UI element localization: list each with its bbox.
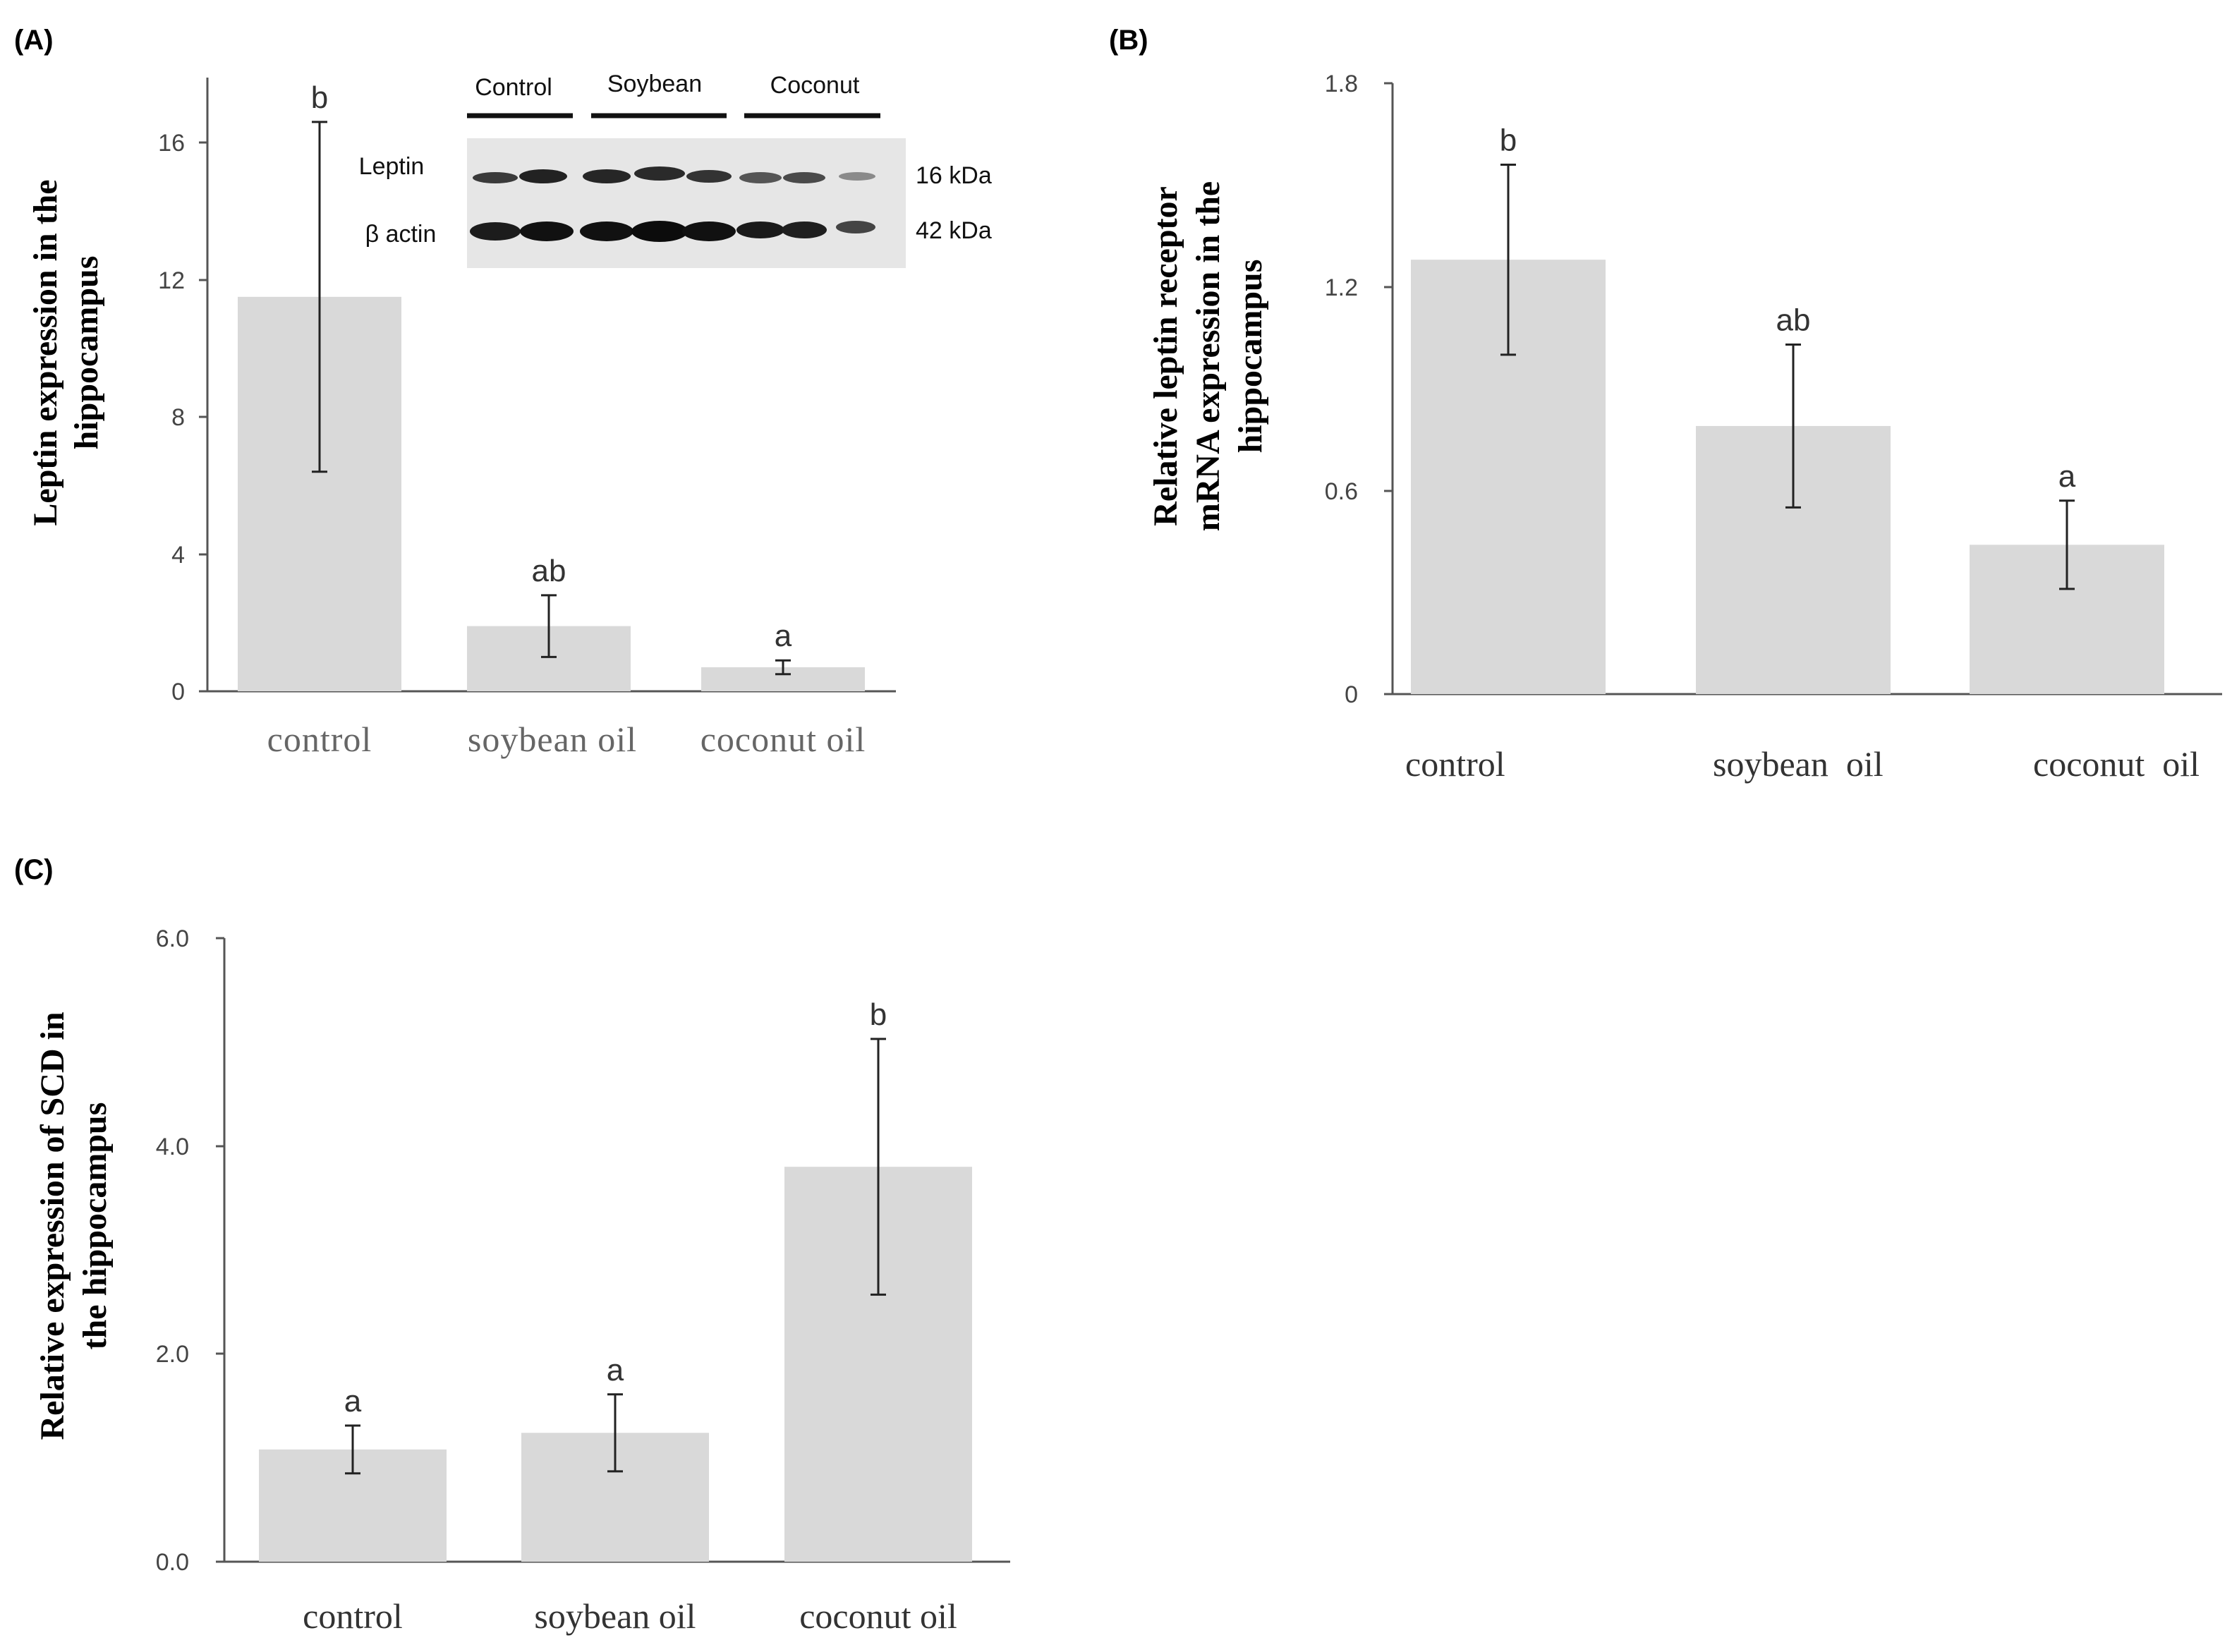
panel-c-ylabel-line-2: the hippocampus (76, 1103, 114, 1350)
blot-band (520, 221, 574, 241)
blot-row-label-beta-actin: β actin (365, 221, 437, 248)
panel-b-error-bar-soybean-oil (1785, 343, 1801, 509)
blot-band (470, 222, 521, 241)
blot-group-control: Control (475, 74, 552, 101)
panel-c-sig-coconut-oil: b (870, 997, 887, 1032)
panel-b-ytick-label: 0.6 (1325, 478, 1358, 505)
panel-b-sig-coconut-oil: a (2058, 459, 2076, 494)
panel-b-category-coconut-oil: coconut oil (2033, 744, 2200, 784)
panel-b-category-soybean-oil: soybean oil (1713, 744, 1884, 784)
panel-b-ylabel-line-3: hippocampus (1232, 260, 1269, 454)
panel-a-ytick-label: 16 (158, 130, 185, 157)
panel-c-error-bar-soybean-oil (607, 1393, 623, 1473)
blot-band (682, 221, 736, 241)
western-blot-inset: Control Soybean Coconut Leptin β actin 1… (359, 71, 992, 268)
blot-band (519, 169, 567, 183)
panel-a-error-bar-control (312, 121, 327, 473)
blot-band (583, 169, 631, 183)
panel-a-error-bar-soybean-oil (541, 594, 557, 658)
panel-a-ytick-label: 12 (158, 267, 185, 294)
panel-c-ylabel: Relative expression of SCD in the hippoc… (34, 1012, 114, 1440)
blot-band (634, 166, 685, 181)
panel-a-ylabel-line-2: hippocampus (68, 256, 105, 450)
panel-c-sig-soybean-oil: a (607, 1353, 624, 1387)
panel-a-ylabel-line-1: Leptin expression in the (27, 179, 64, 526)
panel-c-ylabel-line-1: Relative expression of SCD in (34, 1012, 71, 1440)
panel-c-yticks: 0.0 2.0 4.0 6.0 (156, 925, 224, 1576)
panel-c-ytick-label: 0.0 (156, 1549, 189, 1576)
panel-b-yticks: 0 0.6 1.2 1.8 (1325, 71, 1393, 708)
blot-band (686, 170, 732, 183)
panel-b-ylabel-line-2: mRNA expression in the (1189, 181, 1227, 531)
panel-c-error-bar-control (345, 1424, 360, 1475)
panel-a-label: (A) (14, 25, 54, 56)
panel-b-error-bar-coconut-oil (2059, 499, 2075, 590)
panel-a-category-coconut-oil: coconut oil (700, 719, 866, 759)
panel-a: (A) Leptin expression in the hippocampus… (14, 25, 992, 759)
panel-b-label: (B) (1109, 25, 1148, 56)
panel-a-yticks: 0 4 8 12 16 (158, 130, 207, 705)
panel-a-ylabel: Leptin expression in the hippocampus (27, 179, 105, 526)
panel-a-ytick-label: 8 (171, 404, 185, 431)
blot-bands-beta-actin (470, 221, 875, 242)
panel-b-ylabel: Relative leptin receptor mRNA expression… (1147, 181, 1269, 531)
panel-c-ytick-label: 4.0 (156, 1134, 189, 1160)
panel-c-sig-control: a (344, 1384, 362, 1419)
blot-group-coconut: Coconut (770, 72, 860, 99)
panel-a-category-control: control (267, 719, 372, 759)
panel-b-error-bar-control (1500, 163, 1516, 356)
blot-band (580, 221, 633, 241)
panel-b-category-control: control (1405, 744, 1505, 784)
panel-a-ytick-label: 4 (171, 542, 185, 569)
panel-b-ylabel-line-1: Relative leptin receptor (1147, 186, 1184, 526)
panel-a-category-soybean-oil: soybean oil (468, 719, 637, 759)
blot-size-leptin: 16 kDa (916, 162, 992, 189)
panel-c: (C) Relative expression of SCD in the hi… (14, 854, 1010, 1636)
blot-band (836, 221, 875, 233)
blot-band (736, 221, 784, 238)
blot-size-beta-actin: 42 kDa (916, 217, 992, 244)
panel-c-error-bar-coconut-oil (871, 1038, 886, 1296)
blot-bands-leptin (473, 166, 875, 183)
panel-c-ytick-label: 6.0 (156, 925, 189, 952)
blot-band (739, 172, 782, 183)
blot-group-soybean: Soybean (607, 71, 702, 97)
blot-band (839, 172, 875, 181)
panel-c-category-control: control (303, 1596, 403, 1636)
panel-b-sig-control: b (1500, 123, 1517, 157)
panel-c-category-coconut-oil: coconut oil (799, 1596, 957, 1636)
panel-a-sig-coconut-oil: a (775, 619, 792, 653)
panel-b-ytick-label: 0 (1345, 681, 1358, 708)
blot-row-label-leptin: Leptin (359, 153, 425, 180)
panel-b-sig-soybean-oil: ab (1776, 303, 1811, 337)
blot-band (783, 172, 825, 183)
panel-a-ytick-label: 0 (171, 679, 185, 705)
panel-a-sig-control: b (311, 80, 328, 115)
panel-c-ytick-label: 2.0 (156, 1341, 189, 1368)
panel-b-ytick-label: 1.8 (1325, 71, 1358, 97)
panel-a-sig-soybean-oil: ab (532, 554, 566, 588)
panel-c-category-soybean-oil: soybean oil (534, 1596, 696, 1636)
panel-a-error-bar-coconut-oil (775, 659, 791, 676)
blot-band (473, 172, 518, 183)
panel-b-ytick-label: 1.2 (1325, 274, 1358, 301)
panel-b: (B) Relative leptin receptor mRNA expres… (1109, 25, 2222, 784)
blot-band (782, 221, 827, 238)
panel-c-label: (C) (14, 854, 54, 885)
blot-membrane (467, 138, 906, 268)
blot-band (631, 221, 688, 242)
